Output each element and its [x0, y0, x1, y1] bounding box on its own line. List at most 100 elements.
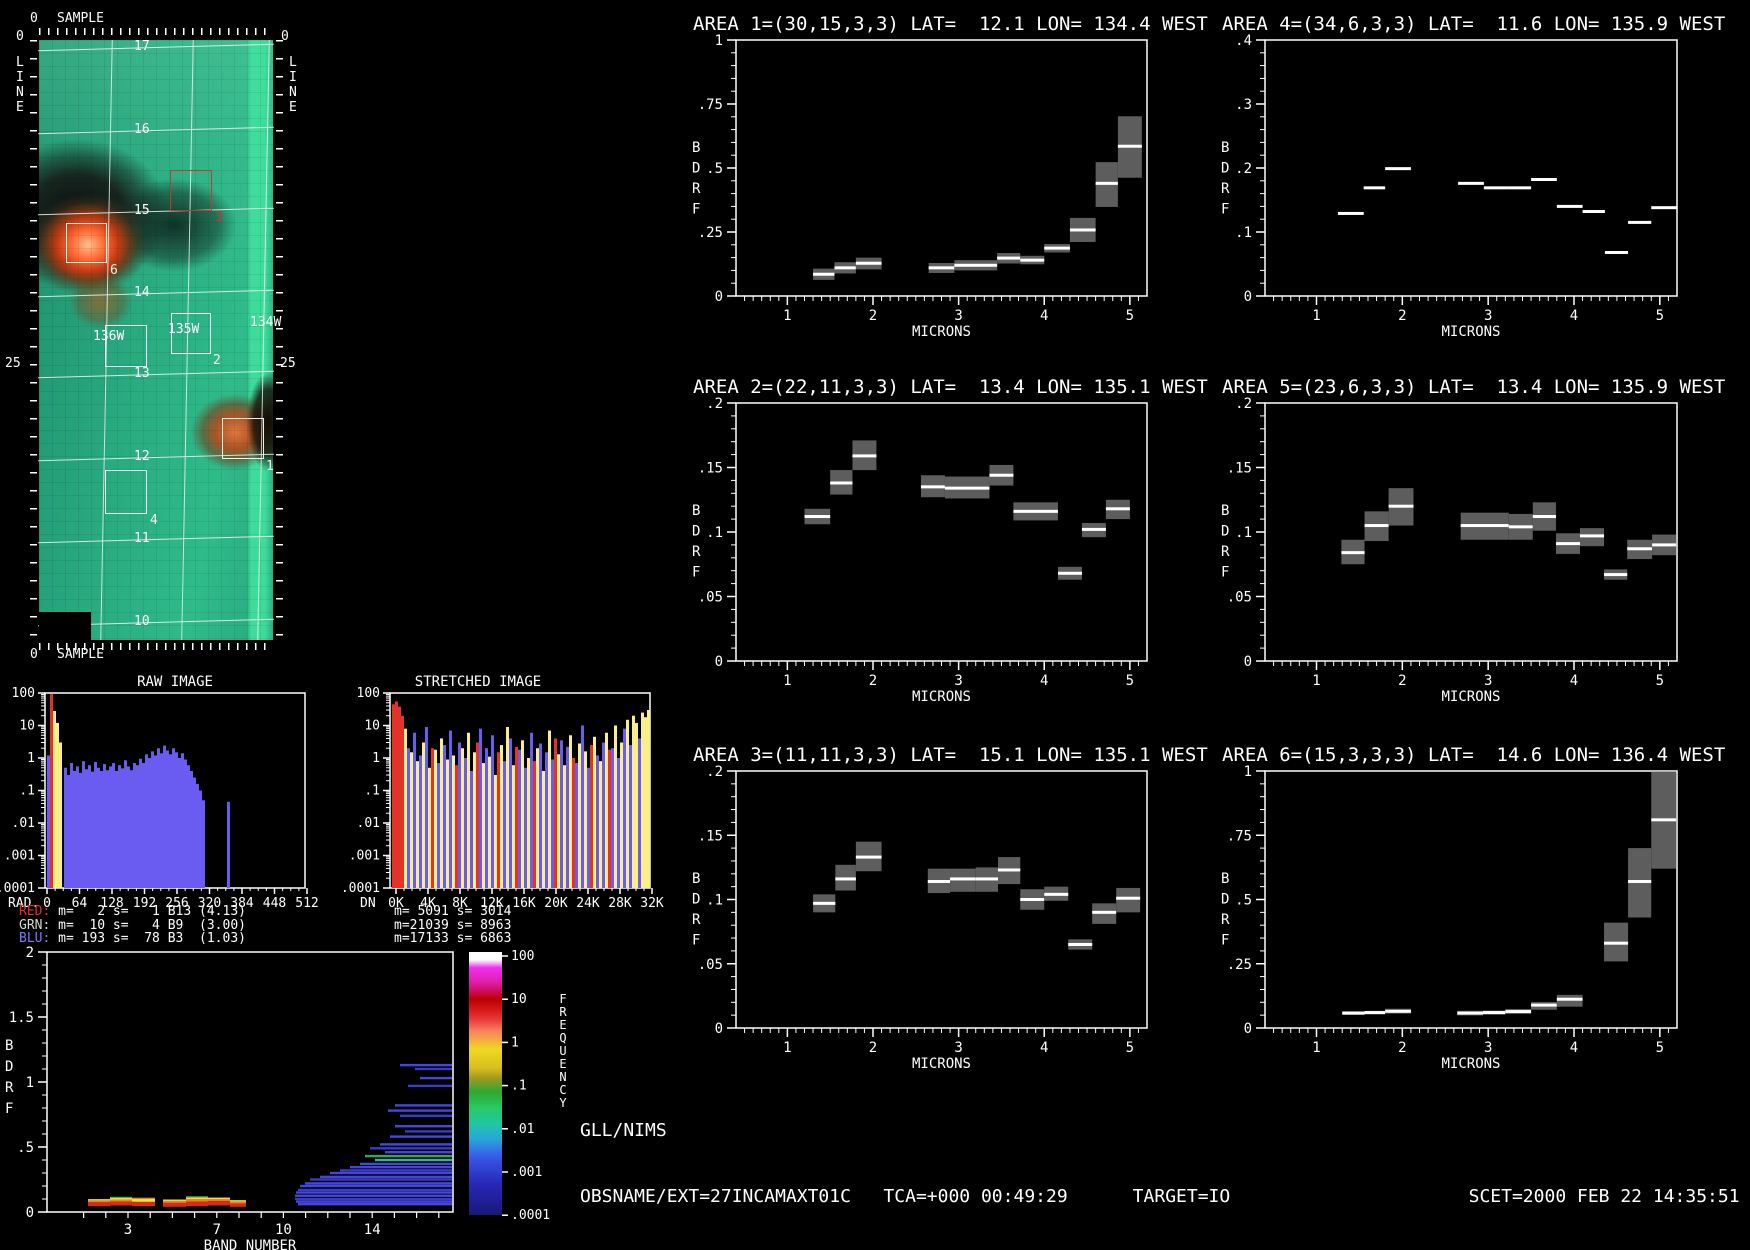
svg-text:.25: .25: [1227, 957, 1252, 973]
svg-text:1.5: 1.5: [9, 1010, 34, 1026]
map-grid-overlays: 17 16 15 14 13 12 11 10 136W 135W 134W 3 6 2 4 1: [38, 40, 281, 640]
svg-text:5: 5: [1656, 1040, 1664, 1056]
svg-text:.001: .001: [4, 849, 35, 864]
svg-text:3: 3: [954, 308, 962, 324]
svg-text:AREA 4=(34,6,3,3) LAT= 11.6 L: AREA 4=(34,6,3,3) LAT= 11.6 LON= 135.9 W…: [1222, 13, 1725, 35]
svg-text:.0001: .0001: [0, 881, 35, 896]
svg-text:R: R: [692, 912, 701, 928]
map-area-box-4: [105, 470, 147, 514]
stretched-image-hist: STRETCHED IMAGE 100 10 1 .1 .01 .001 .0001 0K 4K 8…: [341, 674, 664, 911]
raw-stat-row-2: BLU: m= 193 s= 78 B3 (1.03): [19, 932, 246, 946]
raw-stat-label-2: BLU:: [19, 931, 51, 946]
svg-text:.1: .1: [706, 525, 723, 541]
svg-text:3: 3: [1484, 673, 1492, 689]
raw-stat-value-0: m= 2 s= 1 B13 (4.13): [50, 904, 246, 919]
svg-text:B: B: [692, 503, 700, 519]
svg-text:3: 3: [124, 1222, 132, 1238]
svg-text:0: 0: [1244, 1021, 1252, 1037]
svg-text:.2: .2: [1235, 396, 1252, 412]
svg-text:0: 0: [715, 289, 723, 305]
svg-text:AREA 3=(11,11,3,3) LAT= 15.1: AREA 3=(11,11,3,3) LAT= 15.1 LON= 135.1 …: [693, 744, 1208, 766]
svg-text:16K: 16K: [512, 896, 536, 911]
svg-text:3: 3: [1484, 308, 1492, 324]
stretched-image-stats: m= 5091 s= 3014 m=21039 s= 8963 m=17133 s=…: [394, 905, 511, 946]
svg-text:2: 2: [869, 308, 877, 324]
svg-text:.2: .2: [706, 764, 723, 780]
stretched-stat-row-0: m= 5091 s= 3014: [394, 904, 512, 919]
svg-text:5: 5: [1126, 673, 1134, 689]
map-lat-line-14: [38, 289, 274, 298]
svg-text:1: 1: [715, 33, 723, 49]
svg-text:320: 320: [198, 896, 221, 911]
svg-text:R: R: [692, 181, 701, 197]
map-line-label-left-0: L: [16, 55, 24, 70]
raw-stat-value-1: m= 10 s= 4 B9 (3.00): [50, 917, 246, 933]
map-lon-label-135W: 135W: [168, 322, 200, 337]
svg-text:.2: .2: [1235, 161, 1252, 177]
svg-text:10: 10: [511, 992, 527, 1007]
svg-text:2: 2: [869, 673, 877, 689]
svg-text:MICRONS: MICRONS: [912, 689, 971, 705]
svg-text:10: 10: [364, 719, 380, 734]
svg-text:RAD.: RAD.: [8, 896, 39, 911]
map-zero-left: 0: [16, 29, 24, 44]
map-sample-label-bottom: SAMPLE: [57, 647, 104, 662]
svg-text:Y: Y: [559, 1096, 567, 1110]
svg-text:0: 0: [715, 1021, 723, 1037]
svg-text:.001: .001: [511, 1165, 542, 1180]
svg-text:128: 128: [100, 896, 123, 911]
map-zero-right: 0: [281, 29, 289, 44]
raw-stat-row-1: GRN: m= 10 s= 4 B9 (3.00): [19, 917, 246, 933]
stretched-stat-row-2: m=17133 s= 6863: [394, 931, 512, 946]
svg-text:D: D: [5, 1059, 13, 1075]
svg-text:5: 5: [1656, 673, 1664, 689]
map-line-label-right-3: E: [289, 100, 297, 115]
io-camaxtli-map-image: 17 16 15 14 13 12 11 10 136W 135W 134W 3 6 2 4 1: [38, 40, 281, 640]
area4-plot: AREA 4=(34,6,3,3) LAT= 11.6 LON= 135.9 W…: [1221, 13, 1725, 340]
svg-text:MICRONS: MICRONS: [912, 1056, 971, 1072]
svg-text:E: E: [559, 1018, 566, 1032]
svg-text:5: 5: [1126, 1040, 1134, 1056]
svg-text:100: 100: [357, 686, 380, 701]
map-ticks-bottom: [39, 643, 273, 650]
svg-text:1: 1: [1244, 764, 1252, 780]
telemetry-block: GLL/NIMS OBSNAME/EXT=27INCAMAXT01C TCA=+…: [580, 1076, 1740, 1250]
map-panel: 0 SAMPLE 0 0 25 25 0 SAMPLE 17 16 15 14 13 12…: [0, 0, 320, 680]
map-area-box-2: [171, 313, 211, 354]
svg-text:0: 0: [1244, 289, 1252, 305]
svg-text:F: F: [692, 202, 700, 218]
svg-text:10: 10: [19, 719, 35, 734]
map-lat-line-15: [38, 207, 274, 216]
map-lon-label-136W: 136W: [93, 329, 125, 344]
map-area-label-4: 4: [150, 513, 158, 528]
svg-text:D: D: [1221, 161, 1229, 177]
raw-image-hist: RAW IMAGE 100 10 1 .1 .01 .001 .0001 0 64 128 192 25…: [0, 674, 319, 911]
map-area-label-6: 6: [110, 263, 118, 278]
svg-text:.1: .1: [364, 784, 380, 799]
svg-text:.25: .25: [698, 225, 723, 241]
svg-text:B: B: [692, 871, 700, 887]
map-line-label-right-2: N: [289, 85, 297, 100]
svg-text:100: 100: [511, 949, 534, 964]
svg-text:F: F: [5, 1101, 13, 1117]
svg-text:1: 1: [372, 751, 380, 766]
map-lon-label-134W: 134W: [250, 315, 282, 330]
svg-text:12K: 12K: [480, 896, 504, 911]
svg-text:F: F: [692, 933, 700, 949]
svg-text:.1: .1: [1235, 525, 1252, 541]
map-area-box-3: [170, 170, 212, 211]
svg-text:512: 512: [295, 896, 318, 911]
svg-text:4: 4: [1040, 673, 1048, 689]
svg-text:.01: .01: [357, 816, 380, 831]
svg-text:C: C: [559, 1083, 566, 1097]
svg-text:0: 0: [715, 654, 723, 670]
svg-text:2: 2: [1398, 1040, 1406, 1056]
svg-text:4K: 4K: [420, 896, 436, 911]
map-lat-label-16: 16: [134, 122, 150, 137]
svg-text:MICRONS: MICRONS: [912, 324, 971, 340]
svg-text:F: F: [1221, 202, 1229, 218]
area6-plot: AREA 6=(15,3,3,3) LAT= 14.6 LON= 136.4 W…: [1221, 744, 1725, 1072]
raw-stat-row-0: RED: m= 2 s= 1 B13 (4.13): [19, 905, 246, 919]
svg-text:.15: .15: [1227, 461, 1252, 477]
svg-text:.75: .75: [1227, 828, 1252, 844]
